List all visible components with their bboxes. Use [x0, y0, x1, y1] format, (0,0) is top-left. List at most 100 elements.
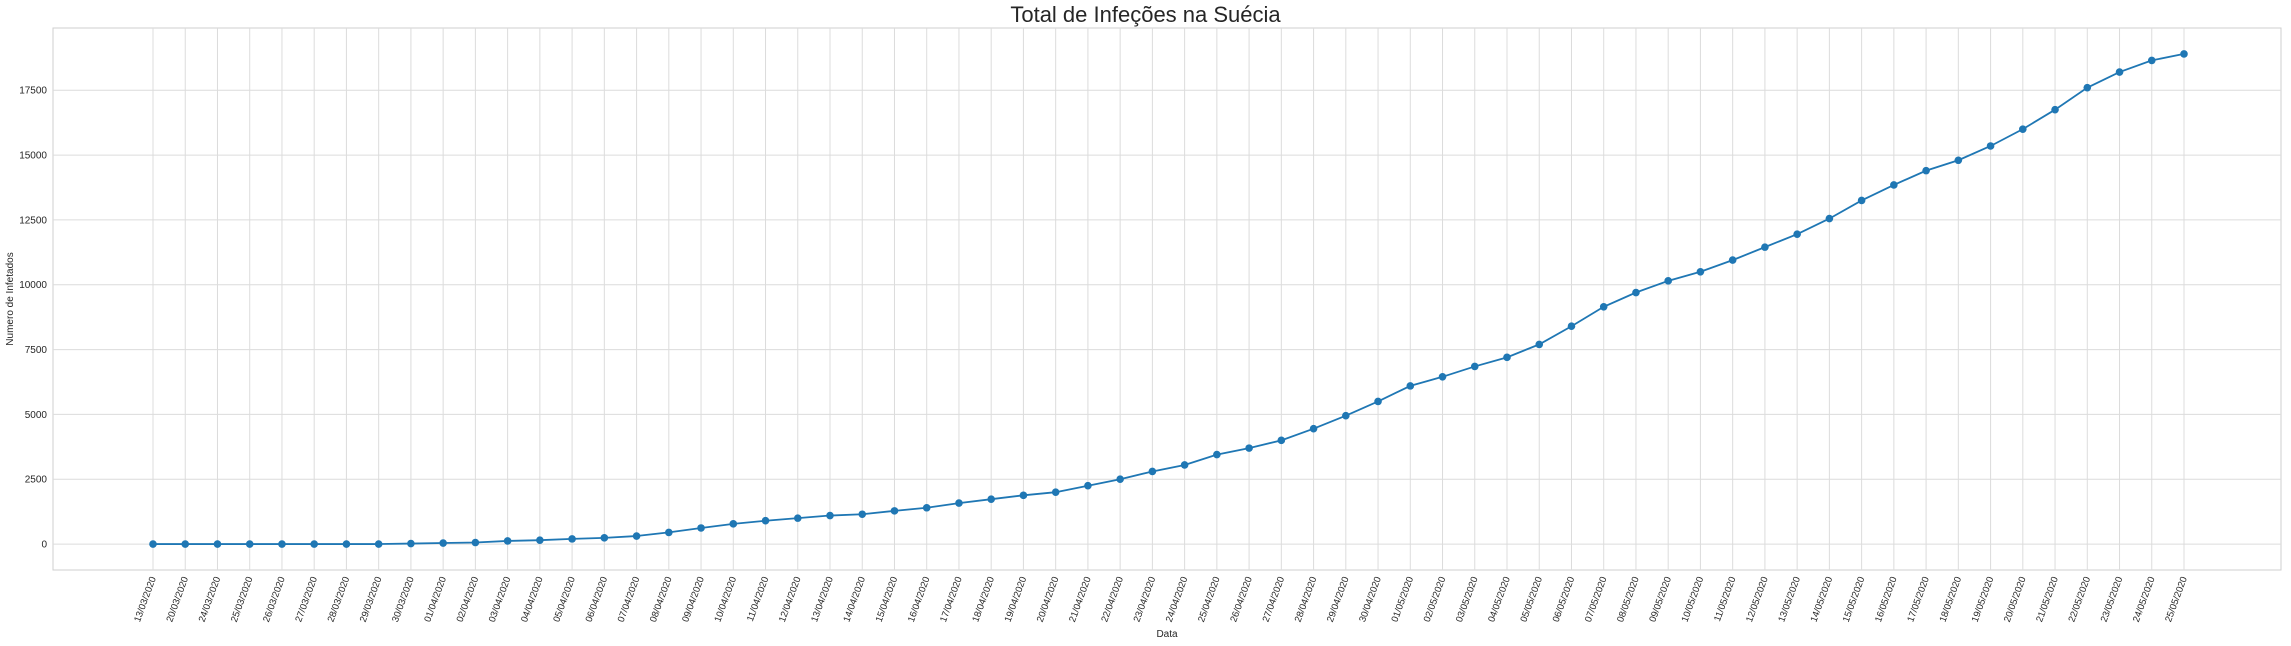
x-tick-label: 02/05/2020 [1422, 575, 1449, 623]
x-tick-label: 15/05/2020 [1841, 575, 1868, 623]
x-tick-label: 09/04/2020 [680, 575, 707, 623]
x-tick-label: 03/05/2020 [1454, 575, 1481, 623]
data-point [245, 540, 254, 548]
x-tick-label: 17/05/2020 [1905, 575, 1932, 623]
data-point [1309, 424, 1318, 433]
y-tick-label: 10000 [19, 280, 47, 291]
x-tick-label: 16/05/2020 [1873, 575, 1900, 623]
data-point [1374, 397, 1382, 406]
x-tick-label: 02/04/2020 [455, 575, 482, 623]
x-tick-label: 20/04/2020 [1035, 575, 1062, 623]
data-point [1599, 302, 1608, 311]
x-tick-label: 27/04/2020 [1261, 575, 1288, 623]
y-tick-label: 7500 [25, 345, 48, 356]
data-point [439, 539, 447, 547]
x-tick-label: 18/05/2020 [1938, 575, 1965, 623]
x-tick-label: 23/04/2020 [1132, 575, 1159, 623]
data-point [1051, 488, 1060, 497]
x-tick-label: 06/05/2020 [1551, 575, 1578, 623]
data-point [761, 516, 770, 525]
x-tick-label: 28/04/2020 [1293, 575, 1320, 623]
data-point [1761, 243, 1769, 251]
x-tick-label: 13/03/2020 [132, 575, 159, 623]
y-tick-label: 2500 [25, 475, 48, 486]
data-point [2147, 56, 2156, 65]
data-point [697, 524, 705, 532]
x-tick-label: 14/05/2020 [1809, 575, 1836, 623]
x-tick-label: 25/04/2020 [1196, 575, 1223, 623]
x-tick-label: 03/04/2020 [487, 575, 514, 623]
x-tick-label: 30/04/2020 [1357, 575, 1384, 623]
plot-area [52, 27, 2282, 571]
series-line [153, 53, 2185, 545]
data-point [536, 536, 544, 544]
x-tick-label: 08/05/2020 [1615, 575, 1642, 623]
x-tick-label: 12/04/2020 [777, 575, 804, 623]
data-point [1793, 230, 1801, 238]
data-point [1696, 267, 1705, 276]
x-tick-label: 10/04/2020 [713, 575, 740, 623]
series-markers [149, 50, 2188, 548]
x-tick-label: 10/05/2020 [1680, 575, 1707, 623]
x-tick-label: 24/05/2020 [2131, 575, 2158, 623]
data-point [1148, 467, 1157, 476]
x-tick-label: 09/05/2020 [1647, 575, 1674, 623]
data-point [1084, 481, 1092, 490]
data-point [213, 540, 222, 548]
data-point [1245, 444, 1253, 452]
data-point [1890, 181, 1898, 189]
data-point [2019, 125, 2027, 133]
data-point [1567, 322, 1576, 331]
x-tick-label: 28/03/2020 [326, 575, 353, 623]
data-point [665, 528, 673, 537]
data-point [1986, 142, 1995, 150]
data-point [1664, 277, 1672, 285]
y-tick-label: 17500 [19, 86, 47, 97]
data-point [1116, 475, 1124, 484]
data-point [1213, 450, 1221, 459]
data-point [632, 532, 641, 540]
x-tick-label: 19/05/2020 [1970, 575, 1997, 623]
data-point [568, 535, 576, 543]
x-tick-label: 04/04/2020 [519, 575, 546, 623]
x-tick-label: 17/04/2020 [938, 575, 965, 623]
x-tick-label: 13/04/2020 [809, 575, 836, 623]
x-tick-label: 29/03/2020 [358, 575, 385, 623]
data-point [342, 540, 351, 548]
data-point [2051, 105, 2059, 114]
x-tick-label: 11/04/2020 [745, 575, 771, 623]
data-point [858, 510, 867, 519]
data-point [955, 499, 963, 507]
chart-title: Total de Infeções na Suécia [1010, 2, 1281, 27]
x-tick-label: 12/05/2020 [1744, 575, 1771, 623]
x-axis-label: Data [1156, 629, 1178, 640]
data-point [793, 514, 802, 522]
x-tick-label: 26/04/2020 [1228, 575, 1255, 623]
x-tick-labels: 13/03/2020 20/03/2020 24/03/2020 25/03/2020… [132, 575, 2190, 623]
data-point [503, 537, 512, 545]
x-tick-label: 05/04/2020 [551, 575, 578, 623]
data-point [1825, 214, 1834, 223]
x-tick-label: 05/05/2020 [1518, 575, 1545, 623]
data-point [987, 495, 995, 504]
data-point [890, 507, 899, 515]
data-point [1503, 353, 1511, 362]
data-point [1857, 196, 1866, 205]
data-point [2083, 83, 2092, 92]
data-point [1277, 436, 1286, 445]
x-tick-label: 07/04/2020 [616, 575, 643, 623]
data-point [1954, 156, 1963, 165]
x-tick-label: 24/03/2020 [197, 575, 224, 623]
x-tick-label: 23/05/2020 [2099, 575, 2126, 623]
data-point [1019, 491, 1028, 500]
x-tick-label: 06/04/2020 [584, 575, 611, 623]
data-point [826, 511, 834, 520]
data-point [1632, 288, 1640, 297]
x-tick-label: 27/03/2020 [293, 575, 320, 623]
y-tick-label: 15000 [19, 151, 47, 162]
data-point [149, 540, 157, 548]
data-point [1342, 411, 1350, 420]
data-point [181, 540, 190, 548]
y-axis-label: Numero de Infetados [5, 252, 16, 345]
y-tick-label: 12500 [19, 215, 47, 226]
